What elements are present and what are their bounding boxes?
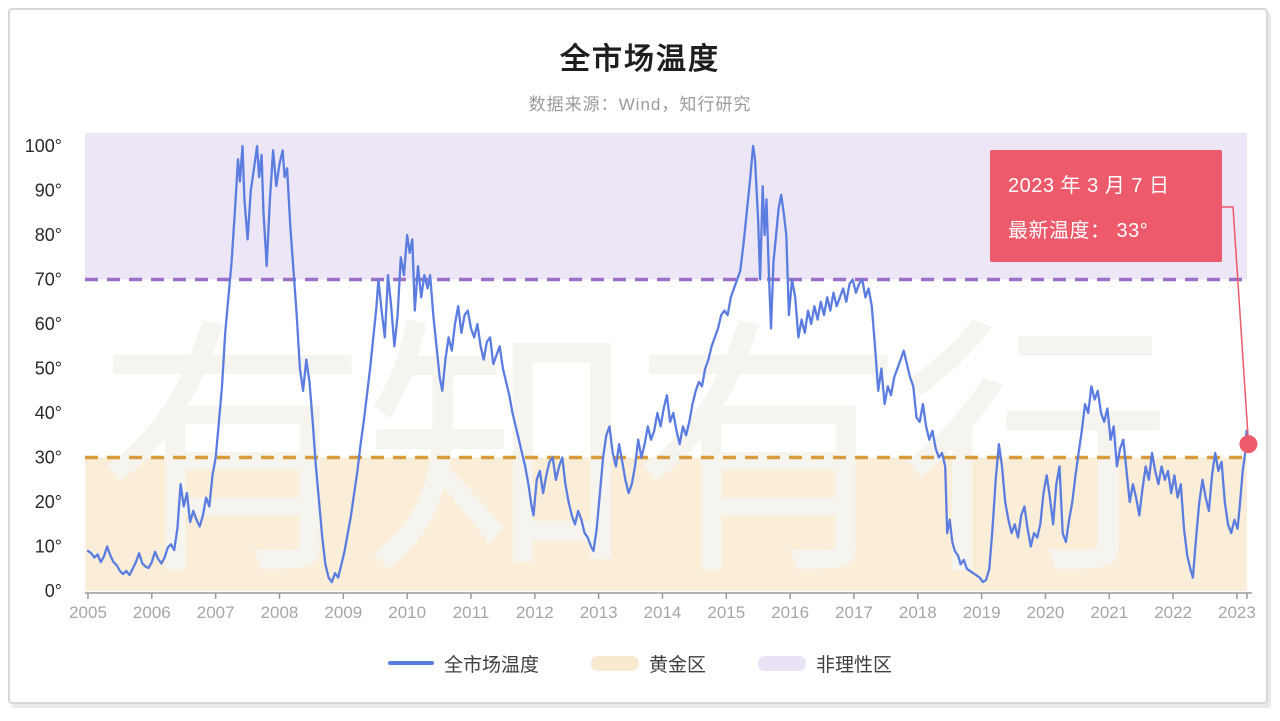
y-tick-label: 20° xyxy=(35,492,62,512)
page-title: 全市场温度 xyxy=(560,43,720,76)
y-tick-label: 10° xyxy=(35,537,62,557)
y-tick-label: 0° xyxy=(45,581,62,601)
y-tick-label: 30° xyxy=(35,448,62,468)
temperature-line[interactable] xyxy=(86,144,1250,584)
chart-legend: 全市场温度 黄金区 非理性区 xyxy=(0,646,1280,680)
x-tick-label: 2007 xyxy=(197,603,235,622)
legend-label-temperature: 全市场温度 xyxy=(443,654,539,676)
legend-label-irrational-zone: 非理性区 xyxy=(816,654,893,676)
golden-band-swatch-icon xyxy=(590,655,639,671)
x-tick-label: 2012 xyxy=(516,603,554,622)
x-tick-label: 2008 xyxy=(261,603,299,622)
legend-item-irrational-zone[interactable]: 非理性区 xyxy=(758,650,892,677)
callout-temperature: 最新温度： 33° xyxy=(1008,220,1149,242)
latest-point-dot[interactable] xyxy=(1239,435,1258,454)
y-tick-label: 70° xyxy=(35,270,62,290)
x-tick-label: 2021 xyxy=(1090,603,1128,622)
y-tick-label: 60° xyxy=(35,314,62,334)
x-tick-label: 2006 xyxy=(133,603,171,622)
x-tick-label: 2019 xyxy=(963,603,1001,622)
x-tick-label: 2011 xyxy=(453,603,490,622)
x-tick-label: 2010 xyxy=(388,603,426,622)
x-tick-label: 2013 xyxy=(580,603,618,622)
callout-date: 2023 年 3 月 7 日 xyxy=(1008,175,1170,197)
x-tick-label: 2015 xyxy=(707,603,745,622)
x-tick-label: 2009 xyxy=(324,603,362,622)
data-source-subtitle: 数据来源：Wind，知行研究 xyxy=(528,95,752,114)
latest-temperature-callout: 2023 年 3 月 7 日 最新温度： 33° xyxy=(990,150,1222,262)
y-tick-label: 40° xyxy=(35,403,62,423)
x-tick-label: 2005 xyxy=(69,603,107,622)
y-tick-label: 100° xyxy=(25,136,62,156)
annotation-connector-line xyxy=(1222,206,1250,443)
y-tick-label: 50° xyxy=(35,359,62,379)
x-tick-label: 2020 xyxy=(1027,603,1065,622)
watermark-text: 有知有行 xyxy=(96,302,1168,606)
x-tick-label: 2017 xyxy=(835,603,873,622)
legend-item-temperature[interactable]: 全市场温度 xyxy=(387,650,539,677)
x-tick-label: 2014 xyxy=(644,603,682,622)
x-tick-label: 2022 xyxy=(1154,603,1192,622)
x-tick-label: 2023 xyxy=(1218,603,1256,622)
legend-item-golden-zone[interactable]: 黄金区 xyxy=(590,650,706,677)
legend-label-golden-zone: 黄金区 xyxy=(648,654,706,676)
y-tick-label: 80° xyxy=(35,225,62,245)
x-tick-label: 2018 xyxy=(899,603,937,622)
y-tick-label: 90° xyxy=(35,181,62,201)
x-tick-label: 2016 xyxy=(771,603,809,622)
irrational-band-swatch-icon xyxy=(758,655,806,671)
line-swatch-icon xyxy=(387,661,434,665)
